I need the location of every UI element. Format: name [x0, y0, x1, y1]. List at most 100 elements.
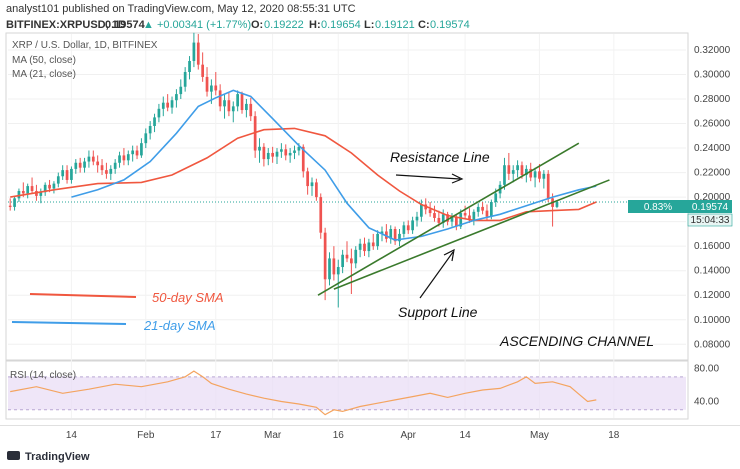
candle-body: [21, 190, 25, 194]
time-axis[interactable]: 14 Feb 17 Mar 16 Apr 14 May 18: [66, 430, 620, 441]
candle-body: [350, 258, 353, 264]
price-tag-text: 0.19574: [692, 202, 729, 213]
candle-body: [494, 193, 498, 203]
candle-body: [196, 42, 200, 65]
candle-body: [100, 165, 104, 171]
candle-body: [17, 190, 21, 199]
y-tick-label: 0.14000: [694, 266, 731, 277]
sma50-line: [10, 127, 597, 222]
candle-body: [70, 168, 73, 180]
candle-body: [56, 176, 60, 184]
sma50-legend-line: [29, 293, 137, 298]
candle-body: [284, 149, 288, 156]
candle-body: [301, 146, 305, 172]
resistance-annotation: Resistance Line: [390, 149, 490, 165]
candle-body: [258, 146, 261, 151]
candle-body: [188, 60, 191, 73]
candle-body: [122, 155, 126, 161]
candle-body: [489, 202, 493, 217]
candle-body: [140, 143, 143, 156]
x-tick-label: 18: [608, 430, 620, 441]
candle-body: [262, 146, 266, 160]
low-value: 0.19121: [375, 19, 415, 31]
rsi-layer: 80.00 40.00: [8, 364, 719, 416]
candle-body: [214, 85, 218, 91]
candle-body: [454, 216, 458, 227]
candle-body: [459, 213, 463, 227]
candle-body: [485, 210, 489, 217]
high-value: 0.19654: [321, 19, 361, 31]
y-tick-label: 0.24000: [694, 143, 731, 154]
candle-body: [468, 215, 471, 221]
rsi-pane-frame: [5, 360, 689, 420]
countdown-text: 15:04:33: [691, 215, 730, 226]
candle-body: [30, 186, 34, 191]
pct-tag-text: 0.83%: [644, 202, 672, 213]
rsi-line: [10, 370, 597, 416]
candle-body: [271, 152, 274, 157]
candle-body: [153, 117, 156, 126]
candle-body: [476, 206, 480, 212]
x-tick-label: May: [530, 430, 549, 441]
candle-body: [148, 125, 152, 134]
candle-body: [411, 220, 414, 231]
y-tick-label: 0.32000: [694, 45, 731, 56]
candle-body: [315, 182, 318, 198]
candle-body: [529, 168, 533, 178]
price-change: ▲ +0.00341 (+1.77%): [143, 19, 251, 31]
candle-body: [288, 152, 292, 156]
candle-body: [113, 162, 117, 169]
y-tick-label: 0.20000: [694, 192, 731, 203]
candle-body: [546, 173, 550, 199]
candle-body: [402, 225, 406, 234]
candle-body: [511, 170, 515, 174]
candle-body: [170, 100, 174, 108]
candle-body: [231, 106, 235, 112]
candle-body: [227, 100, 231, 112]
candle-body: [78, 162, 82, 168]
rsi-tick-label: 40.00: [694, 397, 719, 408]
x-tick-label: Apr: [400, 430, 416, 441]
candle-body: [223, 100, 226, 107]
x-tick-label: 14: [460, 430, 472, 441]
candle-body: [323, 232, 327, 280]
support-arrowhead: [443, 248, 455, 262]
candle-body: [481, 206, 484, 211]
candle-body: [118, 155, 121, 163]
price-axis[interactable]: 0.32000 0.30000 0.28000 0.26000 0.24000 0.220…: [694, 45, 731, 350]
candle-body: [131, 150, 135, 155]
open-label: O:: [251, 19, 263, 31]
candle-body: [393, 229, 397, 242]
y-tick-label: 0.16000: [694, 241, 731, 252]
candle-body: [516, 165, 519, 171]
tradingview-logo[interactable]: TradingView: [7, 451, 90, 463]
candle-body: [336, 267, 340, 275]
candle-body: [52, 183, 56, 189]
candle-body: [363, 243, 366, 252]
sma21-legend-line: [11, 321, 127, 325]
ticker-label: BITFINEX:XRPUSD, 1D: [6, 19, 126, 31]
ma21-legend: MA (21, close): [12, 69, 76, 80]
candle-body: [8, 205, 12, 207]
high-label: H:: [309, 19, 321, 31]
ma50-legend: MA (50, close): [12, 55, 76, 66]
candle-body: [183, 72, 187, 87]
candle-body: [542, 173, 546, 179]
support-annotation: Support Line: [398, 304, 478, 320]
candle-body: [157, 108, 161, 118]
publish-line: analyst101 published on TradingView.com,…: [6, 3, 356, 15]
candle-body: [43, 184, 47, 193]
channel-annotation: ASCENDING CHANNEL: [499, 333, 654, 349]
y-tick-label: 0.30000: [694, 69, 731, 80]
last-price: 0.19574: [105, 19, 146, 31]
low-label: L:: [364, 19, 374, 31]
candle-body: [406, 225, 410, 231]
candle-body: [205, 76, 209, 92]
candle-body: [428, 209, 432, 214]
countdown-tag: [687, 213, 733, 227]
y-tick-label: 0.08000: [694, 339, 731, 350]
candle-body: [310, 182, 314, 187]
close-value: 0.19574: [430, 19, 470, 31]
candle-body: [166, 102, 170, 108]
